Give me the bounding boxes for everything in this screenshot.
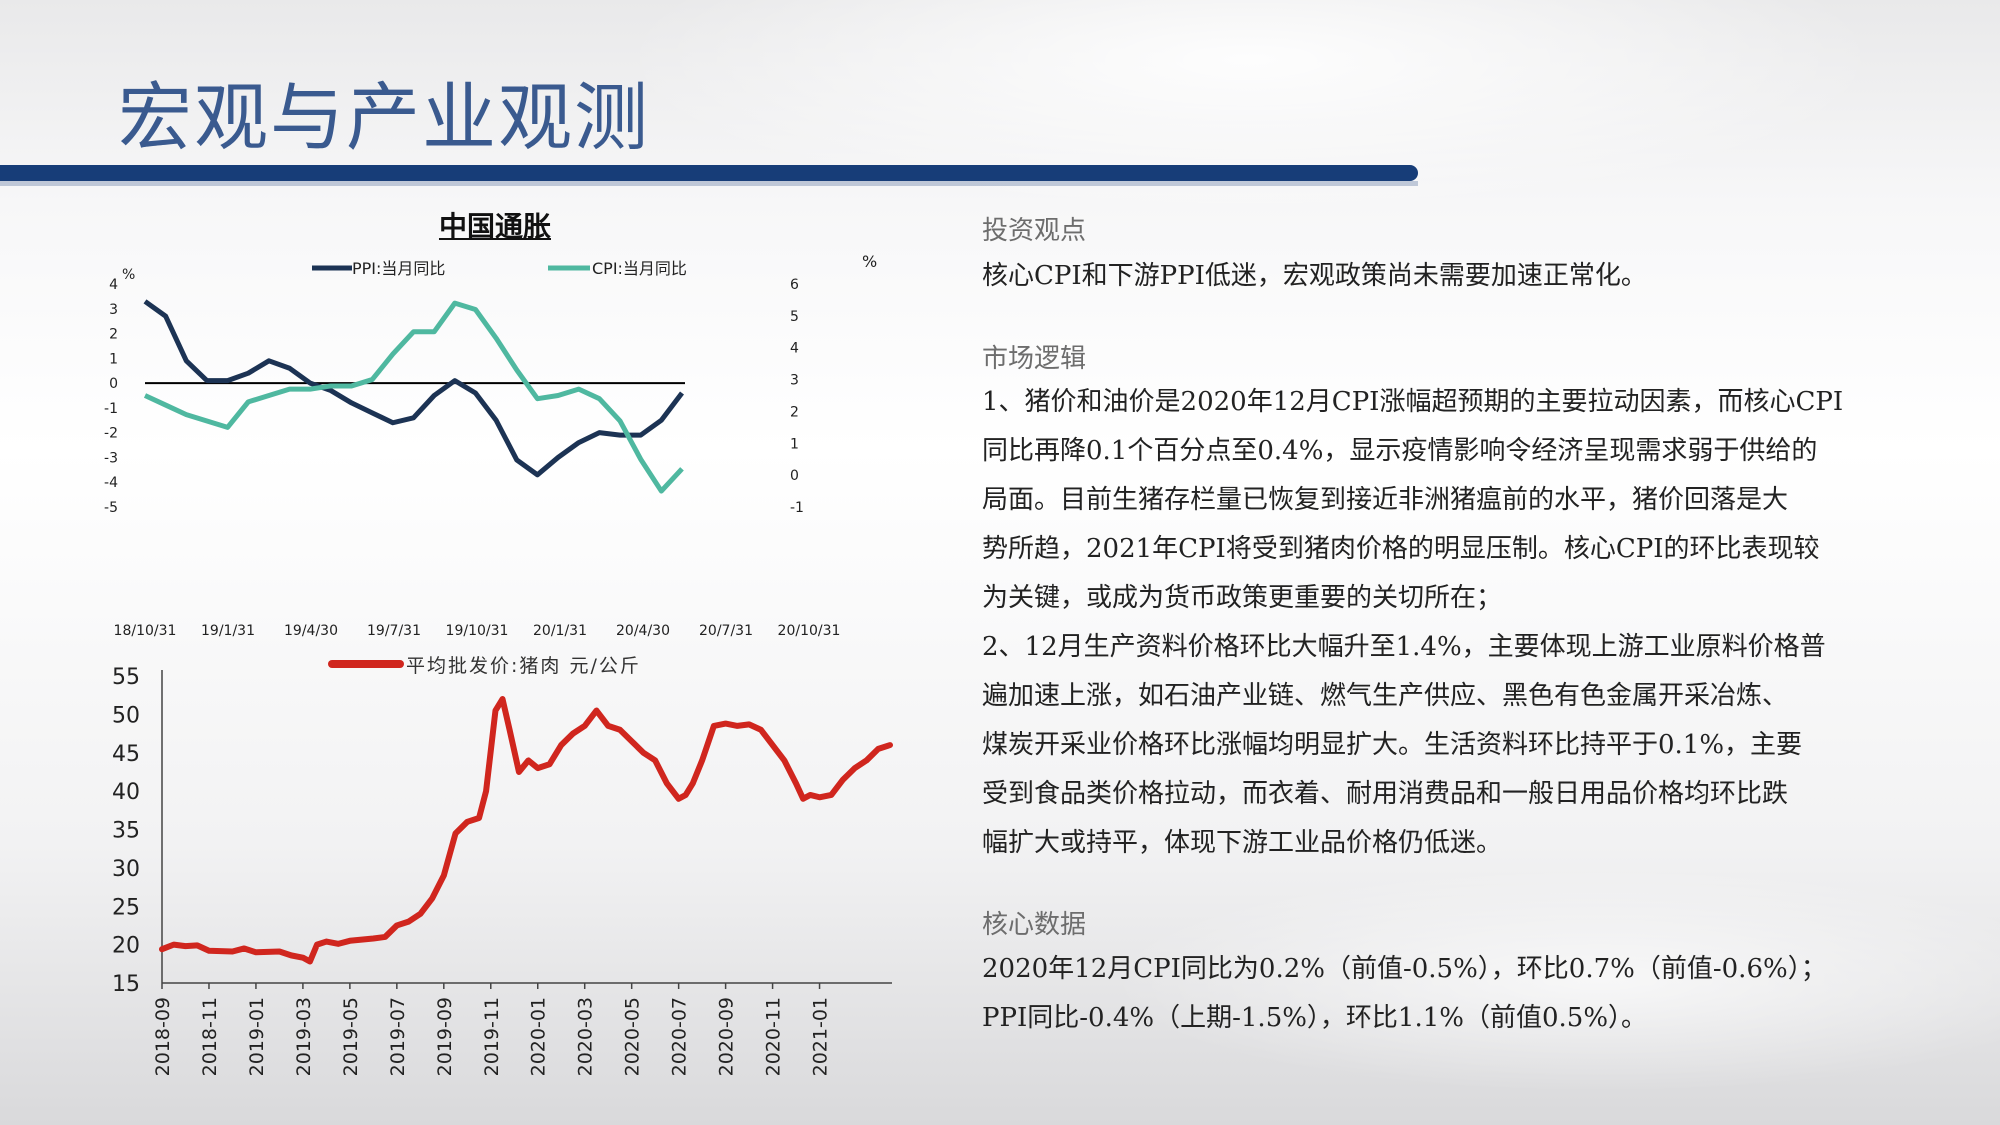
pork-price-series-line bbox=[159, 696, 893, 965]
section-heading-logic: 市场逻辑 bbox=[982, 344, 1087, 374]
right-axis-tick-label: 6 bbox=[790, 277, 799, 293]
left-axis-tick-label: -4 bbox=[104, 475, 118, 491]
logic-line: 同比再降0.1个百分点至0.4%，显示疫情影响令经济呈现需求弱于供给的 bbox=[982, 436, 1818, 466]
core-data-line: PPI同比-0.4%（上期-1.5%），环比1.1%（前值0.5%）。 bbox=[982, 1003, 1648, 1033]
logic-line: 局面。目前生猪存栏量已恢复到接近非洲猪瘟前的水平，猪价回落是大 bbox=[982, 485, 1789, 515]
core-data-paragraph: 2020年12月CPI同比为0.2%（前值-0.5%），环比0.7%（前值-0.… bbox=[982, 945, 1902, 1043]
left-axis-tick-label: -5 bbox=[104, 500, 118, 516]
pork-y-tick-label: 40 bbox=[112, 780, 140, 805]
pork-price-chart: 平均批发价:猪肉 元/公斤 55 50 45 40 35 30 25 20 15 2018-09 2… bbox=[112, 655, 893, 1076]
pork-x-tick-label: 2019-09 bbox=[434, 997, 456, 1076]
logic-line: 遍加速上涨，如石油产业链、燃气生产供应、黑色有色金属开采冶炼、 bbox=[982, 681, 1789, 711]
right-axis-unit: % bbox=[862, 252, 877, 271]
x-axis-tick-label: 20/4/30 bbox=[616, 623, 670, 639]
left-axis-tick-label: 2 bbox=[109, 327, 118, 343]
logic-line: 1、猪价和油价是2020年12月CPI涨幅超预期的主要拉动因素，而核心CPI bbox=[982, 387, 1844, 417]
left-axis-tick-label: 0 bbox=[109, 376, 118, 392]
pork-y-tick-label: 45 bbox=[112, 742, 140, 767]
right-axis-tick-label: 3 bbox=[790, 373, 799, 389]
logic-line: 幅扩大或持平，体现下游工业品价格仍低迷。 bbox=[982, 828, 1503, 858]
logic-line: 为关键，或成为货币政策更重要的关切所在； bbox=[982, 583, 1503, 613]
cpi-series-line bbox=[143, 300, 684, 494]
x-axis-tick-label: 19/1/31 bbox=[201, 623, 255, 639]
right-axis-tick-label: -1 bbox=[790, 500, 804, 516]
right-axis-tick-label: 5 bbox=[790, 309, 799, 325]
x-axis-tick-label: 19/7/31 bbox=[367, 623, 421, 639]
right-axis-tick-label: 0 bbox=[790, 468, 799, 484]
right-axis-tick-label: 4 bbox=[790, 341, 799, 357]
left-axis-unit: % bbox=[122, 267, 135, 283]
logic-line: 受到食品类价格拉动，而衣着、耐用消费品和一般日用品价格均环比跌 bbox=[982, 779, 1789, 809]
right-axis-tick-label: 2 bbox=[790, 404, 799, 420]
x-axis-tick-label: 20/10/31 bbox=[778, 623, 841, 639]
cpi-legend-label: CPI:当月同比 bbox=[592, 259, 687, 278]
left-axis-tick-label: -1 bbox=[104, 401, 118, 417]
left-axis-tick-label: 1 bbox=[109, 351, 118, 367]
pork-x-tick-label: 2020-05 bbox=[622, 997, 644, 1076]
inflation-chart-title: 中国通胀 bbox=[438, 210, 551, 243]
view-paragraph: 核心CPI和下游PPI低迷，宏观政策尚未需要加速正常化。 bbox=[982, 261, 1647, 291]
x-axis-tick-label: 19/10/31 bbox=[446, 623, 509, 639]
pork-x-tick-label: 2019-07 bbox=[387, 997, 409, 1076]
logic-line: 2、12月生产资料价格环比大幅升至1.4%，主要体现上游工业原料价格普 bbox=[982, 632, 1826, 662]
pork-x-tick-label: 2020-03 bbox=[575, 997, 597, 1076]
x-axis-tick-label: 18/10/31 bbox=[114, 623, 177, 639]
left-axis-tick-label: 3 bbox=[109, 302, 118, 318]
ppi-legend-label: PPI:当月同比 bbox=[352, 259, 445, 278]
inflation-legend: PPI:当月同比 CPI:当月同比 % % bbox=[122, 252, 877, 283]
logic-paragraph: 1、猪价和油价是2020年12月CPI涨幅超预期的主要拉动因素，而核心CPI 同… bbox=[982, 378, 1902, 868]
logic-line: 势所趋，2021年CPI将受到猪肉价格的明显压制。核心CPI的环比表现较 bbox=[982, 534, 1820, 564]
core-data-line: 2020年12月CPI同比为0.2%（前值-0.5%），环比0.7%（前值-0.… bbox=[982, 954, 1827, 984]
left-axis-tick-label: -3 bbox=[104, 450, 118, 466]
pork-x-tick-label: 2018-09 bbox=[152, 997, 174, 1076]
right-axis-tick-label: 1 bbox=[790, 436, 799, 452]
pork-y-tick-label: 15 bbox=[112, 972, 140, 997]
title-bar-shadow bbox=[0, 181, 1418, 186]
left-axis-tick-label: 4 bbox=[109, 277, 118, 293]
pork-x-tick-label: 2019-05 bbox=[340, 997, 362, 1076]
pork-x-tick-label: 2020-07 bbox=[669, 997, 691, 1076]
left-axis-tick-label: -2 bbox=[104, 426, 118, 442]
pork-x-tick-label: 2020-01 bbox=[528, 997, 550, 1076]
inflation-chart: PPI:当月同比 CPI:当月同比 % % 4 3 2 1 0 -1 -2 -3 -4 -5 6 5 4… bbox=[104, 252, 877, 639]
x-axis-tick-label: 20/7/31 bbox=[699, 623, 753, 639]
pork-y-tick-label: 55 bbox=[112, 665, 140, 690]
pork-x-tick-label: 2021-01 bbox=[810, 997, 832, 1076]
x-axis-tick-label: 20/1/31 bbox=[533, 623, 587, 639]
pork-y-tick-label: 35 bbox=[112, 819, 140, 844]
pork-legend-label: 平均批发价:猪肉 元/公斤 bbox=[406, 655, 641, 677]
page-title: 宏观与产业观测 bbox=[118, 75, 650, 161]
pork-x-tick-label: 2019-01 bbox=[246, 997, 268, 1076]
pork-y-tick-label: 30 bbox=[112, 857, 140, 882]
pork-y-tick-label: 25 bbox=[112, 895, 140, 920]
pork-x-tick-label: 2020-11 bbox=[763, 997, 785, 1076]
pork-x-tick-label: 2019-03 bbox=[293, 997, 315, 1076]
x-axis-tick-label: 19/4/30 bbox=[284, 623, 338, 639]
pork-y-tick-label: 50 bbox=[112, 703, 140, 728]
pork-x-tick-label: 2020-09 bbox=[716, 997, 738, 1076]
pork-x-tick-label: 2019-11 bbox=[481, 997, 503, 1076]
logic-line: 煤炭开采业价格环比涨幅均明显扩大。生活资料环比持平于0.1%，主要 bbox=[982, 730, 1803, 760]
pork-x-tick-label: 2018-11 bbox=[199, 997, 221, 1076]
section-heading-core: 核心数据 bbox=[982, 910, 1087, 940]
section-heading-view: 投资观点 bbox=[982, 216, 1087, 246]
ppi-series-line bbox=[143, 299, 684, 478]
title-underline-bar bbox=[0, 165, 1418, 181]
pork-y-tick-label: 20 bbox=[112, 934, 140, 959]
